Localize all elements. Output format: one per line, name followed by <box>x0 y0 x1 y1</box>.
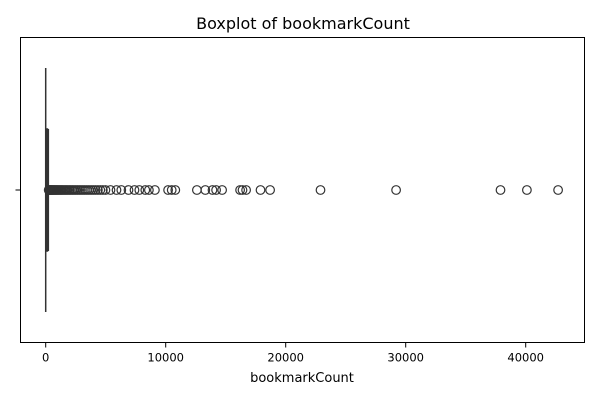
outlier-point <box>522 185 532 195</box>
outlier-point <box>553 185 563 195</box>
chart-title: Boxplot of bookmarkCount <box>196 14 410 33</box>
outlier-point <box>495 185 506 195</box>
outlier-point <box>241 185 252 195</box>
outlier-point <box>123 185 134 195</box>
outlier-point <box>97 185 108 195</box>
x-tick-label: 10000 <box>147 351 184 365</box>
outlier-point <box>166 185 177 195</box>
outlier-point <box>235 185 246 195</box>
outlier-point <box>129 185 140 195</box>
x-tick-label: 40000 <box>507 351 544 365</box>
outlier-point <box>265 185 276 195</box>
x-tick-label: 20000 <box>267 351 304 365</box>
outlier-point <box>170 185 181 195</box>
outlier-point <box>90 185 101 195</box>
outlier-point <box>207 185 218 195</box>
outlier-point <box>255 185 266 195</box>
x-axis-label: bookmarkCount <box>250 371 354 386</box>
outlier-point <box>217 185 228 195</box>
outlier-point <box>92 185 103 195</box>
outlier-point <box>116 185 127 195</box>
outlier-point <box>134 185 145 195</box>
outlier-point <box>391 185 402 195</box>
outliers <box>43 185 563 195</box>
outlier-point <box>100 185 111 195</box>
outlier-point <box>105 185 116 195</box>
outlier-point <box>140 185 151 195</box>
x-axis: 0 10000 20000 30000 40000 <box>42 342 544 365</box>
outlier-point <box>149 185 160 195</box>
outlier-point <box>163 185 174 195</box>
x-tick-label: 30000 <box>387 351 424 365</box>
x-tick-label: 0 <box>42 351 49 365</box>
outlier-point <box>143 185 154 195</box>
outlier-point <box>315 185 326 195</box>
outlier-point <box>95 185 106 195</box>
outlier-point <box>211 185 222 195</box>
outlier-point <box>200 185 211 195</box>
outlier-point <box>237 185 248 195</box>
outlier-point <box>111 185 122 195</box>
